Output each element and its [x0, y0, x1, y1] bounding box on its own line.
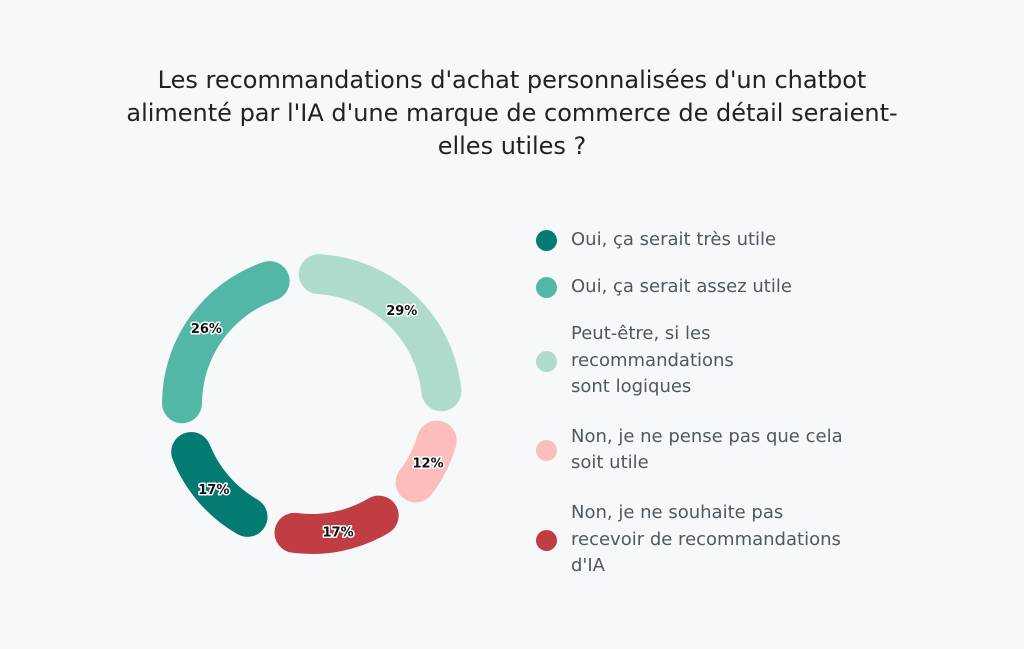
donut-slice — [162, 261, 290, 424]
slice-label: 17% — [322, 525, 353, 540]
legend-item: Oui, ça serait très utile — [536, 227, 776, 254]
donut-slice — [395, 420, 457, 503]
slice-label: 26% — [191, 322, 222, 337]
title-line: alimenté par l'IA d'une marque de commer… — [126, 99, 898, 127]
legend-label-line: Non, je ne souhaite pas — [571, 502, 784, 524]
legend-item: Oui, ça serait assez utile — [536, 274, 792, 301]
donut-slice — [171, 432, 268, 537]
title-line: Les recommandations d'achat personnalisé… — [157, 66, 867, 94]
legend-label: Oui, ça serait très utile — [571, 227, 776, 254]
legend-label-line: recommandations — [571, 349, 734, 371]
legend-swatch — [536, 350, 557, 372]
donut-slice — [298, 254, 462, 412]
legend-label-line: soit utile — [571, 452, 649, 473]
legend-label: Oui, ça serait assez utile — [571, 274, 792, 301]
legend-swatch — [536, 229, 557, 251]
legend-swatch — [536, 276, 557, 298]
legend-label-line: Oui, ça serait assez utile — [571, 275, 792, 297]
donut-slice — [274, 495, 399, 554]
legend-label-line: Peut-être, si les — [571, 323, 711, 345]
legend-label: Peut-être, si les recommandations sont log… — [571, 321, 734, 401]
chart-title: Les recommandations d'achat personnalisé… — [0, 64, 1024, 163]
legend-item: Peut-être, si les recommandations sont log… — [536, 321, 734, 401]
legend-label-line: recevoir de recommandations — [571, 528, 841, 550]
legend-label: Non, je ne pense pas que cela soit utile — [571, 424, 843, 477]
legend-label-line: Oui, ça serait très utile — [571, 228, 777, 250]
legend-item: Non, je ne pense pas que cela soit utile — [536, 424, 843, 477]
legend-label-line: sont logiques — [571, 376, 692, 398]
slice-label: 17% — [198, 483, 229, 498]
legend-swatch — [536, 529, 557, 551]
legend-label-line: d'IA — [571, 555, 605, 577]
legend-label: Non, je ne souhaite pas recevoir de recom… — [571, 500, 841, 580]
slice-label: 12% — [413, 457, 444, 472]
legend-label-line: Non, je ne pense pas que cela — [571, 425, 843, 447]
legend-swatch — [536, 439, 557, 461]
title-line: elles utiles ? — [437, 132, 587, 160]
legend-item: Non, je ne souhaite pas recevoir de recom… — [536, 500, 841, 580]
slice-label: 29% — [386, 304, 417, 319]
